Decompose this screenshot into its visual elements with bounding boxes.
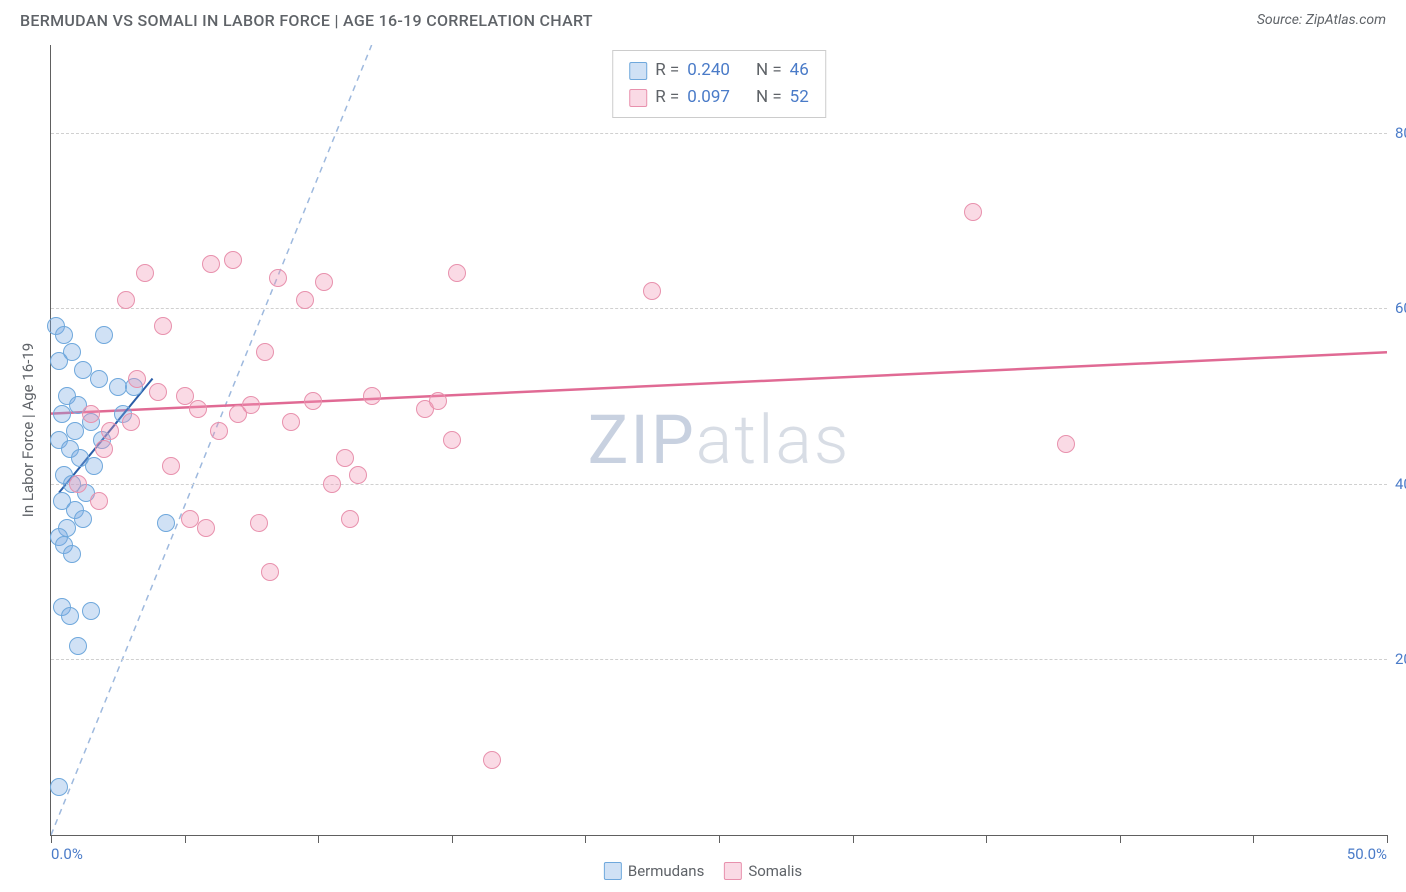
x-axis-start-label: 0.0% <box>51 845 83 863</box>
x-tick <box>1120 835 1121 843</box>
watermark: ZIPatlas <box>588 400 851 480</box>
point-somali <box>448 264 466 282</box>
gridline <box>51 659 1387 660</box>
point-bermudan <box>63 545 81 563</box>
x-tick <box>185 835 186 843</box>
y-tick-label: 40.0% <box>1395 475 1406 493</box>
point-somali <box>210 422 228 440</box>
chart-container: BERMUDAN VS SOMALI IN LABOR FORCE | AGE … <box>0 0 1406 892</box>
x-tick <box>853 835 854 843</box>
point-somali <box>443 431 461 449</box>
point-bermudan <box>53 405 71 423</box>
x-tick <box>719 835 720 843</box>
chart-header: BERMUDAN VS SOMALI IN LABOR FORCE | AGE … <box>0 0 1406 40</box>
series-swatch-somalis <box>724 862 742 880</box>
chart-title: BERMUDAN VS SOMALI IN LABOR FORCE | AGE … <box>20 11 593 30</box>
source-label: Source: ZipAtlas.com <box>1257 12 1386 28</box>
legend-row-bermudans: R = 0.240 N = 46 <box>629 57 809 84</box>
point-bermudan <box>157 514 175 532</box>
point-bermudan <box>82 602 100 620</box>
gridline <box>51 484 1387 485</box>
x-tick <box>318 835 319 843</box>
point-somali <box>964 203 982 221</box>
point-somali <box>122 413 140 431</box>
point-somali <box>224 251 242 269</box>
x-tick <box>452 835 453 843</box>
point-somali <box>189 400 207 418</box>
legend-swatch-bermudans <box>629 62 647 80</box>
point-somali <box>304 392 322 410</box>
legend-swatch-somalis <box>629 89 647 107</box>
point-somali <box>136 264 154 282</box>
point-somali <box>341 510 359 528</box>
point-bermudan <box>55 326 73 344</box>
point-somali <box>483 751 501 769</box>
legend-row-somalis: R = 0.097 N = 52 <box>629 84 809 111</box>
point-somali <box>250 514 268 532</box>
point-somali <box>323 475 341 493</box>
point-bermudan <box>74 510 92 528</box>
point-somali <box>1057 435 1075 453</box>
point-bermudan <box>50 778 68 796</box>
point-bermudan <box>90 370 108 388</box>
series-swatch-bermudans <box>604 862 622 880</box>
point-somali <box>242 396 260 414</box>
series-legend-bermudans: Bermudans <box>604 862 704 880</box>
chart-lines-svg <box>51 45 1387 835</box>
point-bermudan <box>61 607 79 625</box>
x-tick <box>1253 835 1254 843</box>
point-somali <box>154 317 172 335</box>
gridline <box>51 133 1387 134</box>
point-somali <box>349 466 367 484</box>
y-tick-label: 80.0% <box>1395 124 1406 142</box>
series-legend: Bermudans Somalis <box>604 862 802 880</box>
correlation-legend: R = 0.240 N = 46 R = 0.097 N = 52 <box>612 50 826 118</box>
point-somali <box>117 291 135 309</box>
point-somali <box>363 387 381 405</box>
point-somali <box>643 282 661 300</box>
point-somali <box>256 343 274 361</box>
x-tick <box>585 835 586 843</box>
point-bermudan <box>50 352 68 370</box>
y-axis-title: In Labor Force | Age 16-19 <box>19 343 37 517</box>
y-tick-label: 60.0% <box>1395 299 1406 317</box>
x-tick <box>986 835 987 843</box>
point-bermudan <box>85 457 103 475</box>
series-legend-somalis: Somalis <box>724 862 802 880</box>
point-somali <box>149 383 167 401</box>
gridline <box>51 308 1387 309</box>
point-bermudan <box>69 637 87 655</box>
point-somali <box>296 291 314 309</box>
x-tick <box>1387 835 1388 843</box>
plot-area: ZIPatlas R = 0.240 N = 46 R = 0.097 N = … <box>50 45 1387 836</box>
point-somali <box>90 492 108 510</box>
point-bermudan <box>66 422 84 440</box>
point-somali <box>69 475 87 493</box>
x-axis-end-label: 50.0% <box>1347 845 1387 863</box>
point-somali <box>197 519 215 537</box>
point-somali <box>336 449 354 467</box>
point-bermudan <box>95 326 113 344</box>
point-somali <box>162 457 180 475</box>
point-somali <box>269 269 287 287</box>
x-tick <box>51 835 52 843</box>
point-somali <box>202 255 220 273</box>
point-somali <box>282 413 300 431</box>
point-somali <box>261 563 279 581</box>
point-somali <box>128 370 146 388</box>
y-tick-label: 20.0% <box>1395 650 1406 668</box>
point-somali <box>95 440 113 458</box>
point-somali <box>101 422 119 440</box>
point-somali <box>429 392 447 410</box>
point-somali <box>82 405 100 423</box>
point-somali <box>315 273 333 291</box>
